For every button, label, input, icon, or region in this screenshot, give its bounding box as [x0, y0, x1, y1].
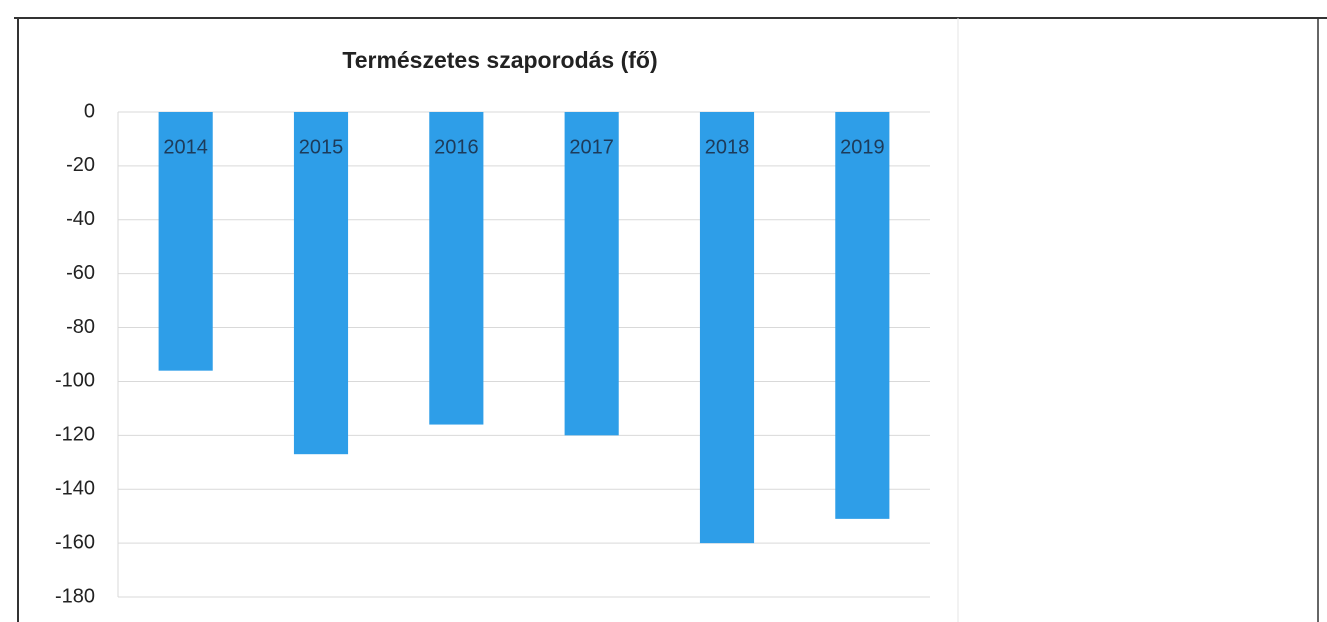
bar	[835, 112, 890, 519]
x-tick-label: 2017	[569, 136, 614, 158]
bar	[699, 112, 755, 544]
x-tick-label: 2014	[163, 136, 208, 158]
y-tick-label: -120	[55, 424, 95, 446]
x-tick-label: 2016	[434, 136, 479, 158]
x-tick-label: 2019	[840, 136, 885, 158]
x-tick-label: 2015	[299, 136, 344, 158]
chart-title: Természetes szaporodás (fő)	[342, 47, 657, 73]
y-tick-label: -100	[55, 370, 95, 392]
y-tick-label: 0	[84, 100, 95, 122]
y-tick-label: -140	[55, 478, 95, 500]
bar	[158, 112, 213, 371]
bar	[429, 112, 484, 425]
y-tick-label: -160	[55, 531, 95, 553]
y-tick-label: -20	[66, 154, 95, 176]
bar	[293, 112, 349, 455]
bar	[564, 112, 619, 436]
y-tick-label: -180	[55, 585, 95, 607]
y-tick-label: -80	[66, 316, 95, 338]
x-tick-label: 2018	[705, 136, 750, 158]
y-tick-label: -60	[66, 262, 95, 284]
y-tick-label: -40	[66, 208, 95, 230]
